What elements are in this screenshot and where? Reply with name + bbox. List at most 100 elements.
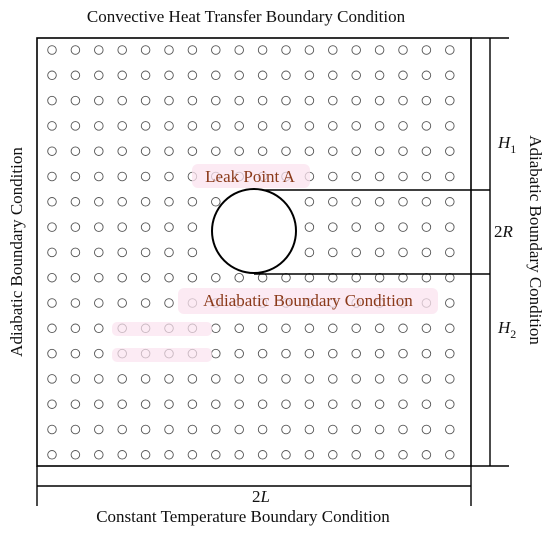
particle-marker [421,121,432,131]
particle-marker [445,70,455,81]
particle-marker [94,247,104,258]
particle-marker [281,348,291,359]
particle-marker [351,247,361,258]
particle-marker [398,247,408,258]
particle-marker [164,298,174,308]
particle-marker [281,45,291,55]
particle-marker [328,70,338,81]
particle-marker [94,95,104,106]
particle-marker [281,323,291,334]
particle-marker [117,70,127,81]
particle-marker [281,374,291,384]
particle-marker [211,45,221,55]
particle-marker [374,45,385,55]
particle-marker [47,450,57,460]
particle-marker [164,247,174,258]
particle-marker [187,247,198,258]
particle-marker [70,171,81,182]
particle-marker [445,399,455,409]
particle-marker [234,121,244,131]
particle-marker [398,121,408,131]
particle-marker [117,146,127,156]
particle-marker [328,45,338,55]
particle-marker [328,247,338,258]
particle-marker [140,70,151,81]
particle-marker [304,121,315,131]
particle-marker [164,222,174,232]
particle-marker [328,450,338,460]
particle-marker [117,424,127,435]
particle-marker [445,247,455,258]
particle-marker [94,374,104,384]
particle-marker [304,450,315,460]
particle-marker [94,121,104,131]
particle-marker [70,70,81,81]
particle-marker [398,45,408,55]
particle-marker [47,70,57,81]
particle-marker [351,95,361,106]
particle-marker [445,374,455,384]
particle-marker [421,146,432,156]
particle-marker [187,399,198,409]
particle-marker [94,197,104,207]
particle-marker [47,323,57,334]
particle-marker [70,424,81,435]
particle-marker [445,298,455,308]
particle-marker [304,45,315,55]
particle-marker [70,45,81,55]
particle-marker [187,95,198,106]
particle-marker [94,450,104,460]
particle-marker [234,348,244,359]
particle-marker [328,374,338,384]
particle-marker [234,95,244,106]
particle-marker [257,399,268,409]
particle-marker [47,424,57,435]
particle-marker [140,121,151,131]
particle-marker [281,450,291,460]
particle-marker [257,348,268,359]
particle-marker [70,374,81,384]
particle-marker [94,171,104,182]
particle-marker [398,95,408,106]
particle-marker [351,197,361,207]
particle-marker [164,399,174,409]
particle-marker [398,70,408,81]
particle-marker [421,45,432,55]
particle-marker [211,95,221,106]
particle-marker [374,323,385,334]
particle-marker [70,197,81,207]
particle-marker [234,146,244,156]
pipe-label-halo [178,288,438,314]
particle-marker [117,95,127,106]
particle-marker [187,450,198,460]
particle-marker [164,272,174,283]
leak-label-halo [192,164,310,188]
particle-marker [328,171,338,182]
particle-marker [117,171,127,182]
particle-marker [211,374,221,384]
particle-marker [140,424,151,435]
particle-marker [140,222,151,232]
particle-marker [164,424,174,435]
particle-marker [421,171,432,182]
particle-marker [351,323,361,334]
particle-marker [257,424,268,435]
particle-marker [211,197,221,207]
particle-marker [234,399,244,409]
particle-marker [94,70,104,81]
particle-marker [304,424,315,435]
particle-marker [140,95,151,106]
top-boundary-label: Convective Heat Transfer Boundary Condit… [87,7,406,26]
particle-marker [398,348,408,359]
particle-marker [94,323,104,334]
particle-marker [70,247,81,258]
particle-marker [47,45,57,55]
particle-marker [421,348,432,359]
particle-marker [140,272,151,283]
particle-marker [234,424,244,435]
particle-marker [257,95,268,106]
particle-marker [374,95,385,106]
particle-marker [164,171,174,182]
particle-marker [398,146,408,156]
particle-marker [94,222,104,232]
